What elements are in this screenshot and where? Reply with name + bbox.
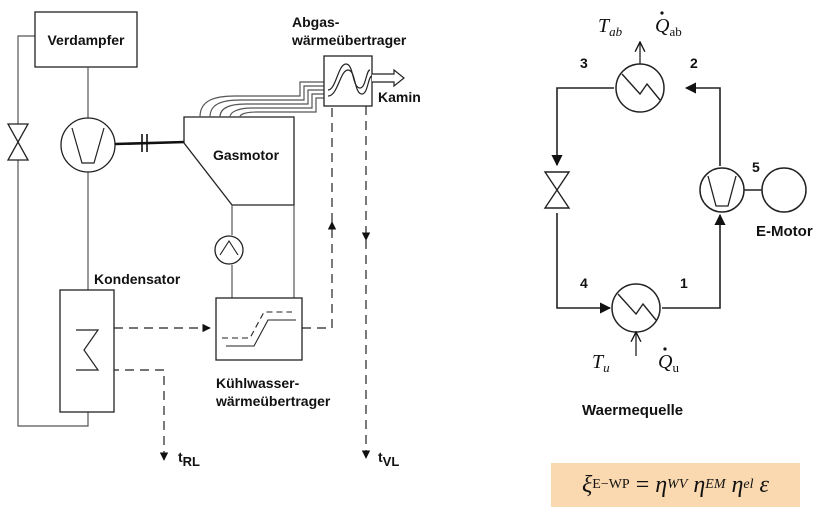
right-cycle-diagram: 3 2 4 1 5 Tab Qab Tu Qu E-Motor Waermequ…: [543, 11, 813, 419]
formula-epsilon: ε: [759, 471, 769, 498]
coolant-hx-label-2: wärmeübertrager: [215, 393, 331, 409]
supply-temperature-label: tVL: [378, 449, 399, 469]
state-4-label: 4: [580, 275, 588, 291]
refrigerant-loop-line: [17, 35, 89, 427]
e-motor-label: E-Motor: [756, 223, 813, 240]
heat-source-label: Waermequelle: [582, 402, 683, 419]
evaporator-label: Verdampfer: [47, 32, 125, 48]
svg-text:Qab: Qab: [655, 15, 682, 39]
t-ab-label: Tab: [598, 15, 623, 39]
state-3-label: 3: [580, 55, 588, 71]
q-ab-label: Qab: [655, 11, 682, 39]
e-motor-symbol: [761, 167, 807, 213]
coolant-heat-exchanger: [215, 297, 303, 361]
chimney-label: Kamin: [378, 89, 421, 105]
t-u-label: Tu: [592, 351, 610, 375]
q-u-label: Qu: [658, 347, 679, 375]
formula-xi: ξ: [581, 471, 593, 498]
exhaust-pipes: [199, 81, 324, 118]
heating-water-line-return: [114, 369, 169, 461]
formula-eta-em: η: [693, 471, 706, 498]
shaft-coupling: [141, 134, 148, 152]
evaporator-box: [34, 11, 138, 68]
return-temperature-label: tRL: [178, 449, 200, 469]
drive-shaft-line: [114, 140, 186, 146]
cycle-line-2-to-3: [684, 82, 721, 166]
cycle-line-3-to-valve: [551, 87, 614, 167]
state-2-label: 2: [690, 55, 698, 71]
formula-xi-sub: E−WP: [592, 477, 630, 492]
state-1-label: 1: [680, 275, 688, 291]
cycle-evaporator-symbol: [611, 283, 661, 333]
cycle-line-1-to-compressor: [662, 213, 726, 309]
left-system-diagram: Verdampfer Gasmotor: [6, 11, 421, 469]
exhaust-hx-label-1: Abgas-: [292, 14, 340, 30]
exhaust-hx-label-2: wärmeübertrager: [291, 32, 407, 48]
formula-eta-wv: η: [655, 471, 668, 498]
condenser-label: Kondensator: [94, 271, 181, 287]
formula-equals: =: [635, 471, 650, 498]
cycle-condenser-symbol: [615, 63, 665, 113]
compressor-symbol: [60, 117, 116, 173]
condenser-symbol: [59, 289, 115, 413]
svg-text:Qu: Qu: [658, 351, 679, 375]
exhaust-heat-exchanger: [323, 55, 373, 107]
state-5-label: 5: [752, 159, 760, 175]
cycle-compressor-symbol: [699, 167, 745, 213]
gas-engine-label: Gasmotor: [213, 147, 280, 163]
coolant-pump-symbol: [214, 235, 244, 265]
cycle-expansion-valve-symbol: [543, 171, 571, 209]
formula-eta-em-sub: EM: [705, 477, 726, 492]
efficiency-formula-box: ξ E−WP = η WV η EM η el ε: [551, 463, 800, 507]
chimney-outlet-arrow: [372, 68, 405, 88]
gas-engine-symbol: [183, 116, 295, 206]
expansion-valve-symbol: [6, 123, 30, 161]
cycle-line-valve-to-4: [556, 213, 612, 314]
formula-eta-el-sub: el: [743, 477, 754, 492]
heating-water-line-coolant-out: [302, 221, 337, 329]
coolant-hx-label-1: Kühlwasser-: [216, 375, 300, 391]
formula-eta-wv-sub: WV: [667, 477, 688, 492]
formula-eta-el: η: [731, 471, 744, 498]
